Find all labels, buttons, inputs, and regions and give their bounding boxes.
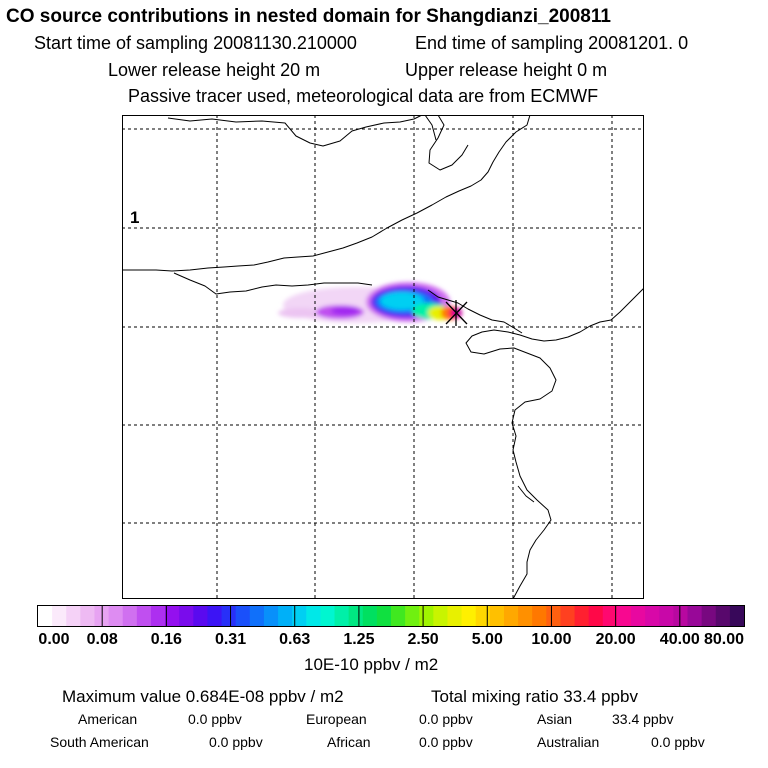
map-frame (122, 115, 644, 599)
colorbar-swatch (150, 606, 166, 626)
colorbar-swatch (645, 606, 660, 626)
colorbar-tick-label: 0.00 (38, 631, 70, 648)
colorbar-swatch (108, 606, 124, 626)
colorbar-swatch (503, 606, 519, 626)
colorbar-swatch (52, 606, 67, 626)
coastlines (122, 115, 644, 599)
colorbar-swatch (574, 606, 590, 626)
panel-label: 1 (130, 208, 139, 227)
colorbar-tick-label: 80.00 (703, 631, 745, 648)
colorbar-swatch (447, 606, 463, 626)
colorbar-tick-label: 5.00 (471, 631, 503, 648)
colorbar-swatch (616, 606, 632, 626)
colorbar-swatch (518, 606, 533, 626)
colorbar-swatch (38, 606, 53, 626)
colorbar-tick-label: 20.00 (595, 631, 636, 648)
map-title: CO source contributions in nested domain… (6, 6, 611, 27)
colorbar-swatch (602, 606, 618, 626)
region-value: 0.0 ppbv (651, 734, 705, 750)
region-label: Asian (537, 711, 573, 727)
colorbar-tick-label: 40.00 (659, 631, 700, 648)
colorbar-swatch (405, 606, 420, 626)
colorbar-swatch (122, 606, 138, 626)
colorbar-swatch (320, 606, 336, 626)
region-label: African (327, 734, 371, 750)
colorbar-tick-label: 0.16 (150, 631, 182, 648)
colorbar-swatch (66, 606, 81, 626)
colorbar-swatch (179, 606, 194, 626)
colorbar-swatch (80, 606, 96, 626)
colorbar-swatch (687, 606, 703, 626)
colorbar-swatch (546, 606, 562, 626)
colorbar-swatch (334, 606, 350, 626)
region-value: 0.0 ppbv (209, 734, 263, 750)
colorbar-swatch (348, 606, 364, 626)
receptor-star-icon (445, 300, 468, 326)
colorbar-swatch (673, 606, 689, 626)
colorbar-swatch (193, 606, 209, 626)
colorbar-tick-label: 0.08 (86, 631, 118, 648)
region-value: 33.4 ppbv (612, 711, 674, 727)
colorbar-swatch (136, 606, 152, 626)
colorbar-tick-label: 0.63 (279, 631, 311, 648)
upper-release-height: Upper release height 0 m (405, 60, 608, 80)
colorbar-swatch (292, 606, 307, 626)
region-label: Australian (537, 734, 600, 750)
region-value: 0.0 ppbv (419, 734, 473, 750)
tracer-note: Passive tracer used, meteorological data… (128, 86, 599, 106)
region-value: 0.0 ppbv (188, 711, 242, 727)
colorbar-tick-label: 1.25 (343, 631, 375, 648)
colorbar-swatch (249, 606, 265, 626)
colorbar-swatch (659, 606, 674, 626)
colorbar-swatch (461, 606, 477, 626)
colorbar-swatch (278, 606, 293, 626)
total-mixing-ratio: Total mixing ratio 33.4 ppbv (431, 687, 638, 706)
colorbar-swatch (306, 606, 321, 626)
lat-lon-grid (122, 115, 644, 599)
colorbar-swatch (701, 606, 717, 626)
sampling-start-time: Start time of sampling 20081130.210000 (34, 33, 357, 53)
colorbar-swatch (729, 606, 745, 626)
maximum-value: Maximum value 0.684E-08 ppbv / m2 (62, 687, 344, 706)
colorbar-swatch (489, 606, 505, 626)
sampling-end-time: End time of sampling 20081201. 0 (415, 33, 689, 53)
colorbar-swatch (263, 606, 279, 626)
plume-layer (278, 282, 462, 323)
colorbar-tick-label: 2.50 (407, 631, 439, 648)
colorbar-swatch (391, 606, 406, 626)
colorbar-swatch (475, 606, 491, 626)
region-label: American (78, 711, 138, 727)
colorbar-swatch (362, 606, 378, 626)
region-label: European (306, 711, 367, 727)
colorbar-swatch (715, 606, 731, 626)
colorbar-swatch (235, 606, 251, 626)
colorbar-swatch (376, 606, 392, 626)
lower-release-height: Lower release height 20 m (108, 60, 321, 80)
colorbar-swatch (588, 606, 604, 626)
colorbar-swatch (560, 606, 576, 626)
colorbar-swatch (419, 606, 434, 626)
region-value: 0.0 ppbv (419, 711, 473, 727)
colorbar-units: 10E-10 ppbv / m2 (304, 655, 439, 674)
colorbar-swatch (207, 606, 223, 626)
colorbar-swatch (433, 606, 449, 626)
colorbar-tick-label: 10.00 (531, 631, 572, 648)
colorbar-swatch (221, 606, 237, 626)
colorbar-swatch (165, 606, 180, 626)
colorbar-swatch (532, 606, 547, 626)
region-label: South American (50, 734, 149, 750)
colorbar-tick-label: 0.31 (214, 631, 247, 648)
colorbar-swatch (631, 606, 646, 626)
